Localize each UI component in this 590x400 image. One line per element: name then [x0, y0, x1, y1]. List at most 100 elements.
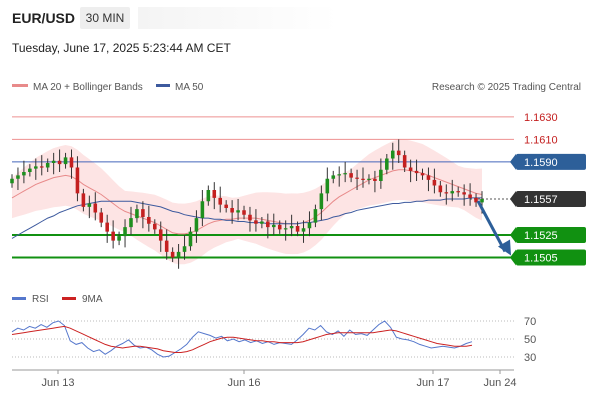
candle-body	[289, 226, 294, 229]
moving-averages	[11, 169, 483, 239]
bollinger-bands	[12, 139, 482, 265]
candle-body	[414, 170, 419, 174]
candle-body	[390, 150, 395, 159]
candle-body	[45, 163, 50, 168]
candle-body	[331, 175, 336, 179]
ma50-legend-label: MA 50	[175, 82, 204, 93]
level-box-1.1525	[516, 227, 586, 243]
candle-body	[147, 217, 151, 224]
candle-body	[218, 197, 223, 205]
candle-body	[385, 158, 389, 170]
rsi-legend-label: RSI	[32, 294, 49, 305]
level-label-1.1505: 1.1505	[524, 253, 558, 265]
level-box-1.1557	[516, 191, 586, 207]
candle-body	[295, 226, 300, 232]
candle-body	[474, 197, 478, 203]
candle-body	[164, 240, 169, 252]
candlesticks	[10, 139, 484, 269]
rsi-panel: 70 50 30	[11, 316, 536, 364]
candle-body	[236, 210, 240, 213]
candle-body	[266, 221, 270, 228]
candle-body	[81, 193, 86, 207]
candle-body	[313, 209, 318, 223]
candle-body	[230, 208, 234, 213]
candle-body	[480, 199, 484, 203]
candle-body	[153, 223, 157, 230]
candle-body	[10, 178, 14, 184]
level-label-1.1590: 1.1590	[524, 157, 558, 169]
candle-body	[456, 191, 460, 193]
header-toolbar-placeholder	[138, 7, 338, 29]
chart-datetime: Tuesday, June 17, 2025 5:23:44 AM CET	[12, 41, 231, 55]
candle-body	[99, 212, 104, 223]
x-tick-label: Jun 24	[483, 377, 516, 389]
candle-body	[426, 175, 431, 180]
candle-body	[34, 166, 38, 169]
candle-body	[373, 178, 377, 181]
chart-header: EUR/USD 30 MIN	[0, 0, 590, 36]
research-credit: Research © 2025 Trading Central	[432, 82, 581, 93]
candle-body	[170, 251, 175, 258]
x-axis: Jun 13 Jun 16 Jun 17 Jun 24	[12, 369, 517, 389]
ma20-legend-swatch	[12, 84, 28, 87]
candle-body	[277, 224, 282, 230]
candle-body	[248, 214, 252, 221]
level-label-1.1610: 1.1610	[524, 134, 558, 146]
ma9-legend-label: 9MA	[82, 294, 103, 305]
candle-body	[57, 160, 62, 165]
candle-body	[105, 222, 109, 232]
candle-body	[379, 169, 383, 181]
candle-body	[444, 192, 449, 194]
candle-body	[182, 246, 187, 252]
candle-body	[468, 194, 472, 198]
candle-body	[39, 166, 44, 168]
candle-body	[51, 160, 56, 163]
candle-body	[176, 251, 181, 258]
timeframe-badge[interactable]: 30 MIN	[80, 7, 130, 29]
rsi-series-9MA	[11, 325, 473, 353]
candle-body	[200, 201, 205, 219]
candle-body	[260, 221, 264, 224]
level-box-1.1505	[516, 249, 586, 266]
candle-body	[135, 209, 139, 219]
candle-body	[123, 227, 127, 237]
level-box-1.1590	[516, 153, 586, 170]
bollinger-band-area	[12, 139, 482, 265]
level-box-pointer-1.1505	[510, 249, 516, 266]
ma20-legend-label: MA 20 + Bollinger Bands	[33, 82, 143, 93]
candle-body	[22, 172, 26, 176]
ma20-line	[11, 169, 483, 235]
x-tick-label: Jun 13	[41, 377, 74, 389]
candle-body	[432, 179, 437, 186]
level-label-1.1557: 1.1557	[524, 194, 558, 206]
candle-body	[408, 167, 413, 171]
candle-body	[212, 190, 217, 198]
candle-body	[420, 173, 425, 176]
x-tick-label: Jun 17	[416, 377, 449, 389]
candle-body	[16, 175, 20, 179]
candle-body	[319, 193, 324, 210]
candle-body	[158, 229, 163, 241]
candle-body	[206, 190, 211, 202]
candle-body	[343, 173, 347, 175]
ma9-legend-swatch	[62, 297, 76, 300]
candle-body	[349, 173, 353, 178]
candle-body	[63, 157, 68, 165]
candle-body	[355, 177, 359, 179]
candle-body	[194, 218, 199, 232]
level-box-pointer-1.1525	[510, 227, 516, 243]
level-label-1.1630: 1.1630	[524, 112, 558, 124]
ma50-line	[11, 197, 482, 239]
candle-body	[396, 150, 401, 156]
candle-body	[117, 236, 121, 241]
x-tick-label: Jun 16	[227, 377, 260, 389]
rsi-tick-label-50: 50	[524, 334, 536, 346]
candle-body	[283, 228, 288, 230]
candle-body	[337, 174, 341, 176]
candle-body	[28, 168, 32, 172]
candle-body	[402, 155, 407, 168]
candle-body	[438, 185, 443, 193]
price-levels: 1.1630 1.1610 1.1590 1.1557 1.1525 1.1505	[12, 112, 586, 266]
candle-body	[325, 178, 330, 194]
